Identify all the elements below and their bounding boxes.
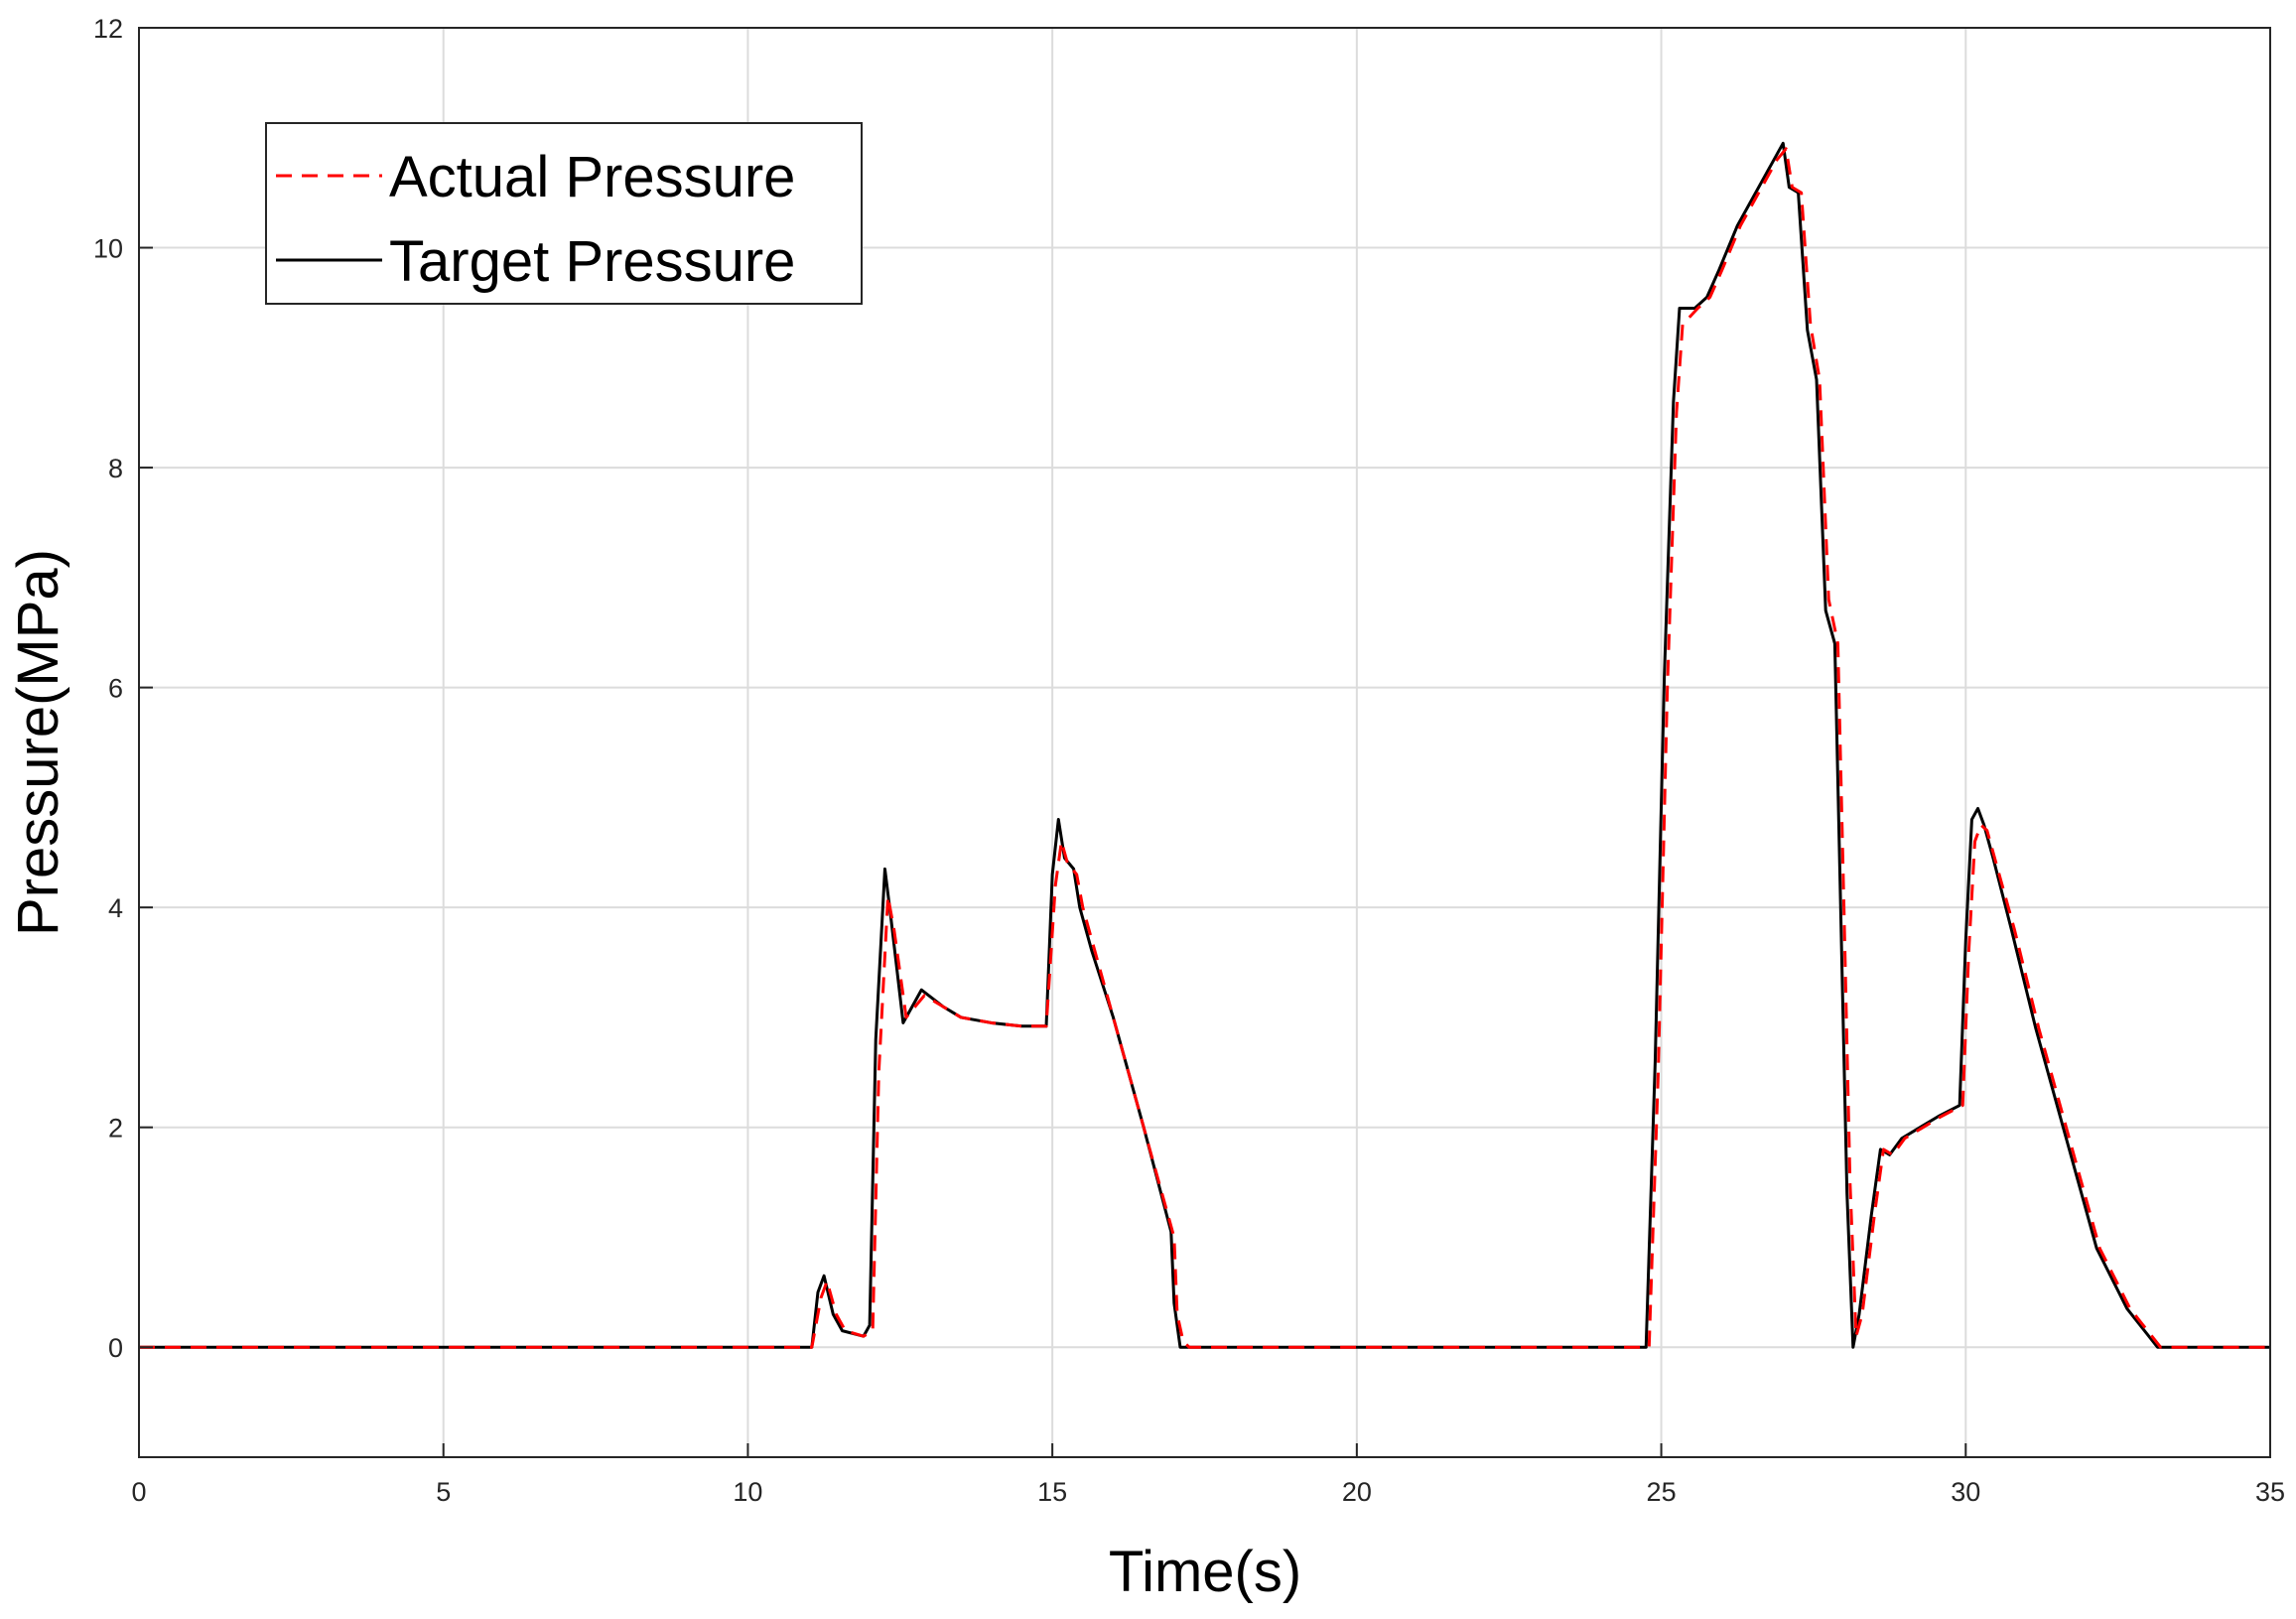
y-tick-label: 0 bbox=[108, 1333, 123, 1363]
series-layer bbox=[139, 141, 2270, 1349]
y-tick-label: 2 bbox=[108, 1114, 123, 1144]
x-tick-label: 0 bbox=[131, 1477, 146, 1507]
y-tick-label: 4 bbox=[108, 893, 123, 923]
x-tick-label: 15 bbox=[1037, 1477, 1067, 1507]
x-tick-label: 10 bbox=[733, 1477, 762, 1507]
series-line-actual-pressure bbox=[139, 147, 2270, 1349]
x-tick-label: 20 bbox=[1342, 1477, 1372, 1507]
x-axis-label: Time(s) bbox=[1109, 1540, 1301, 1604]
y-tick-label: 10 bbox=[93, 234, 123, 264]
y-tick-label: 8 bbox=[108, 454, 123, 483]
x-tick-label: 25 bbox=[1647, 1477, 1677, 1507]
ticks: 0 5 10 15 20 25 30 35 0 2 4 6 8 10 12 bbox=[93, 14, 2285, 1507]
x-tick-label: 30 bbox=[1951, 1477, 1980, 1507]
x-tick-label: 5 bbox=[436, 1477, 451, 1507]
x-tick-label: 35 bbox=[2255, 1477, 2285, 1507]
legend-label-target: Target Pressure bbox=[389, 229, 795, 294]
y-axis-label: Pressure(MPa) bbox=[6, 549, 70, 936]
y-tick-label: 12 bbox=[93, 14, 123, 44]
legend-label-actual: Actual Pressure bbox=[389, 145, 795, 209]
legend-box bbox=[265, 122, 863, 305]
legend: Actual Pressure Target Pressure bbox=[265, 122, 863, 305]
y-tick-label: 6 bbox=[108, 674, 123, 704]
series-line-target-pressure bbox=[139, 141, 2270, 1349]
plot-frame bbox=[138, 27, 2271, 1458]
